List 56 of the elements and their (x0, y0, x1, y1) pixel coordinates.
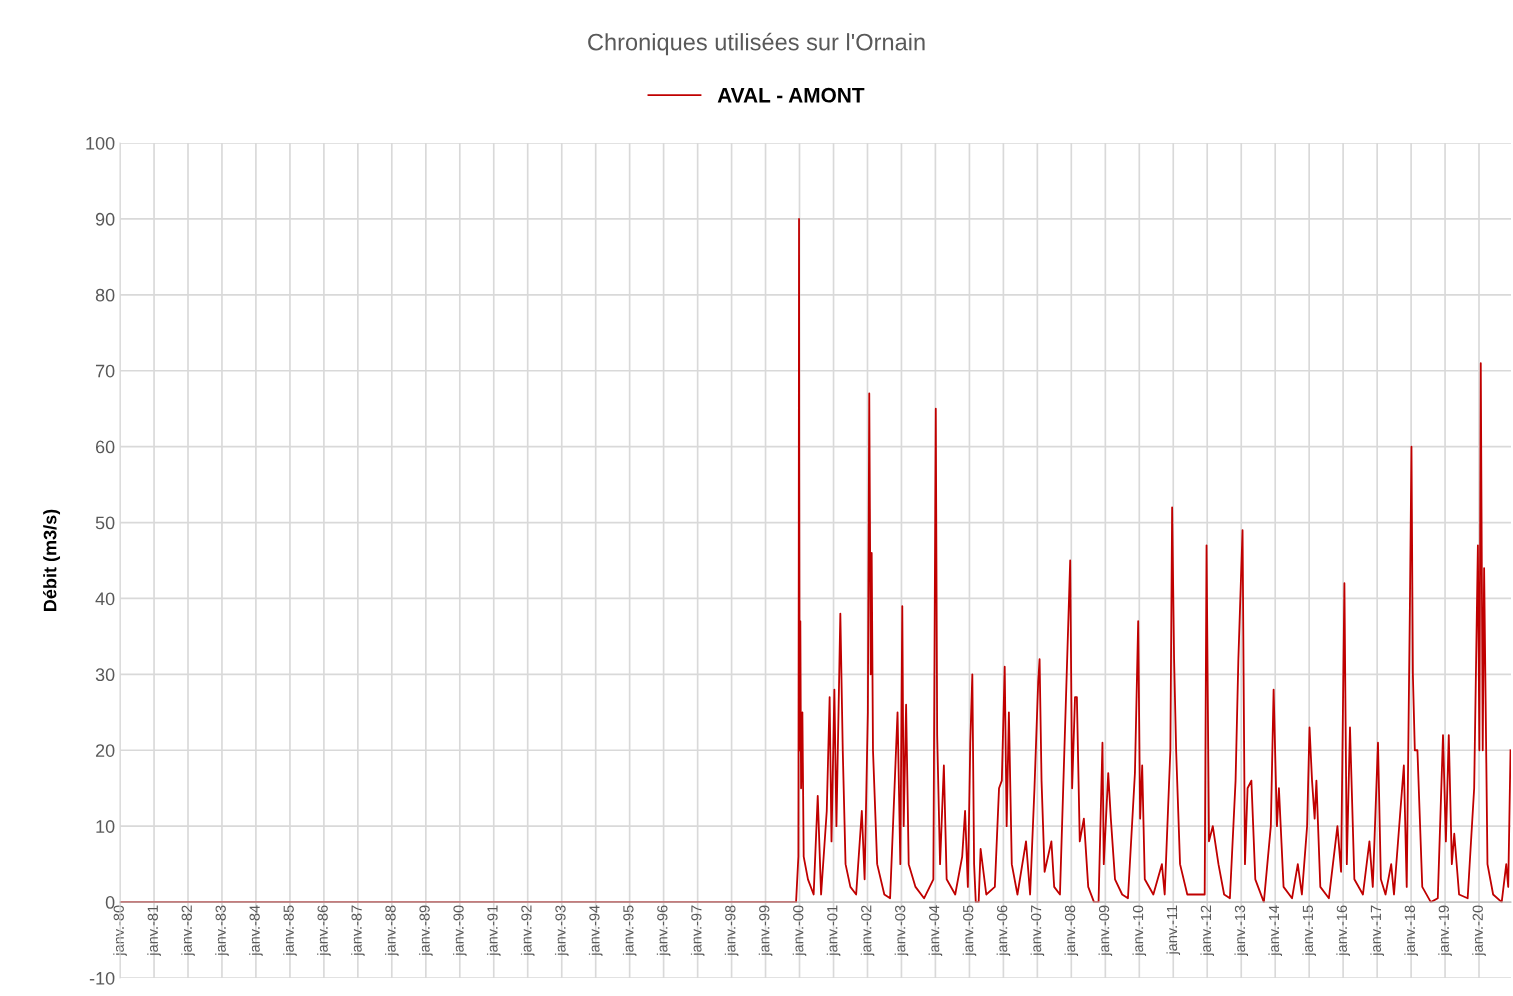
x-tick-label: janv.-15 (1302, 905, 1316, 957)
x-tick-label: janv.-20 (1472, 905, 1486, 957)
x-tick-label: janv.-92 (520, 905, 535, 957)
x-tick-label: janv.-86 (317, 905, 331, 957)
chart-title: Chroniques utilisées sur l'Ornain (588, 32, 925, 56)
x-tick-label: janv.-95 (622, 905, 637, 957)
x-tick-label: janv.-08 (1064, 905, 1079, 957)
x-tick-label: janv.-09 (1098, 905, 1113, 957)
x-tick-label: janv.-99 (758, 905, 773, 957)
x-tick-label: janv.-14 (1268, 905, 1282, 957)
x-tick-label: janv.-01 (826, 905, 841, 957)
y-tick-label: -10 (89, 971, 115, 985)
x-tick-label: janv.-03 (894, 905, 909, 957)
x-tick-label: janv.-90 (453, 905, 467, 957)
x-tick-label: janv.-85 (283, 905, 297, 957)
x-tick-label: janv.-10 (1132, 905, 1147, 957)
x-tick-label: janv.-82 (181, 905, 195, 957)
x-tick-label: janv.-18 (1404, 905, 1418, 957)
x-tick-label: janv.-06 (996, 905, 1011, 957)
x-tick-label: janv.-80 (113, 905, 127, 957)
x-tick-label: janv.-07 (1030, 905, 1045, 957)
x-tick-label: janv.-83 (215, 905, 229, 957)
x-tick-label: janv.-91 (486, 905, 501, 957)
y-tick-label: 40 (95, 592, 115, 606)
x-tick-label: janv.-96 (656, 905, 671, 957)
y-tick-label: 80 (95, 288, 115, 302)
x-tick-label: janv.-17 (1370, 905, 1384, 957)
y-tick-label: 20 (95, 744, 115, 757)
y-tick-label: 70 (95, 364, 115, 378)
y-tick-label: 0 (105, 896, 115, 909)
x-tick-label: janv.-94 (588, 905, 603, 957)
x-tick-label: janv.-12 (1200, 905, 1214, 957)
x-tick-label: janv.-13 (1234, 905, 1249, 957)
x-tick-label: janv.-16 (1336, 905, 1350, 957)
x-tick-label: janv.-04 (928, 905, 943, 957)
y-tick-label: 50 (95, 516, 115, 530)
y-tick-label: 10 (96, 820, 115, 833)
y-tick-label: 30 (95, 668, 115, 682)
x-tick-label: janv.-02 (860, 905, 875, 957)
x-tick-label: janv.-00 (792, 905, 807, 957)
x-tick-label: janv.-87 (351, 905, 365, 957)
y-tick-label: 100 (86, 136, 115, 150)
x-tick-label: janv.-81 (147, 905, 161, 957)
legend-label: AVAL - AMONT (717, 87, 865, 103)
x-tick-label: janv.-89 (419, 905, 433, 957)
y-axis-title: Débit (m3/s) (43, 509, 61, 611)
y-tick-label: 90 (95, 212, 115, 226)
x-tick-label: janv.-05 (962, 905, 977, 957)
x-tick-label: janv.-88 (385, 905, 399, 957)
x-tick-label: janv.-84 (249, 905, 263, 957)
x-tick-label: janv.-19 (1438, 905, 1452, 957)
x-tick-label: janv.-93 (554, 905, 569, 957)
x-tick-label: janv.-11 (1166, 905, 1181, 955)
x-tick-label: janv.-98 (724, 905, 739, 957)
x-tick-label: janv.-97 (690, 905, 705, 957)
y-tick-label: 60 (95, 440, 115, 454)
